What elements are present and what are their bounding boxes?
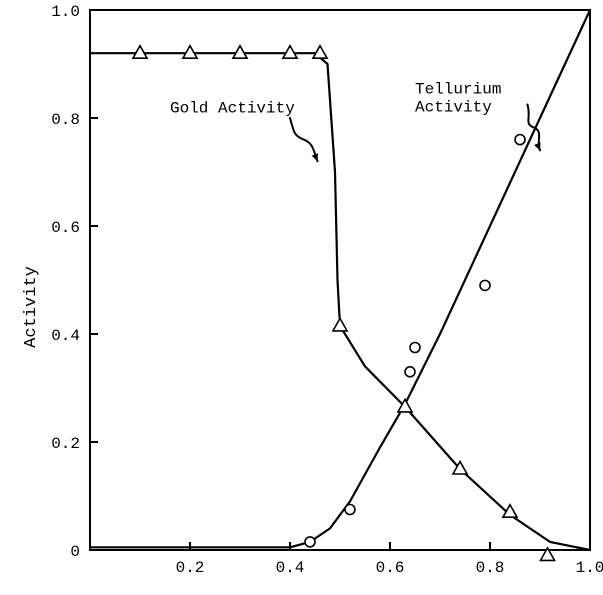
x-tick-label: 0.2 xyxy=(176,559,205,577)
tellurium-marker xyxy=(345,505,355,515)
tellurium-activity-label: Tellurium xyxy=(415,81,501,99)
y-tick-label: 0.2 xyxy=(51,435,80,453)
y-tick-label: 0.4 xyxy=(51,327,80,345)
y-tick-label: 0 xyxy=(70,543,80,561)
y-tick-label: 0.6 xyxy=(51,219,80,237)
tellurium-marker xyxy=(405,367,415,377)
x-tick-label: 0.4 xyxy=(276,559,305,577)
chart-svg: 0.2 0.4 0.6 0.8 1.0 0 0.2 0.4 0.6 0.8 1.0 Activity G… xyxy=(0,0,603,595)
tellurium-marker xyxy=(480,280,490,290)
gold-activity-label: Gold Activity xyxy=(170,100,295,118)
activity-chart: { "chart": { "type": "scatter-line", "wi… xyxy=(0,0,603,595)
y-axis-label: Activity xyxy=(22,266,41,348)
tellurium-marker xyxy=(410,343,420,353)
tellurium-activity-label: Activity xyxy=(415,99,492,117)
x-tick-label: 0.6 xyxy=(376,559,405,577)
y-tick-label: 1.0 xyxy=(51,3,80,21)
x-tick-label: 1.0 xyxy=(576,559,603,577)
x-tick-label: 0.8 xyxy=(476,559,505,577)
tellurium-marker xyxy=(305,537,315,547)
y-tick-label: 0.8 xyxy=(51,111,80,129)
tellurium-marker xyxy=(515,135,525,145)
